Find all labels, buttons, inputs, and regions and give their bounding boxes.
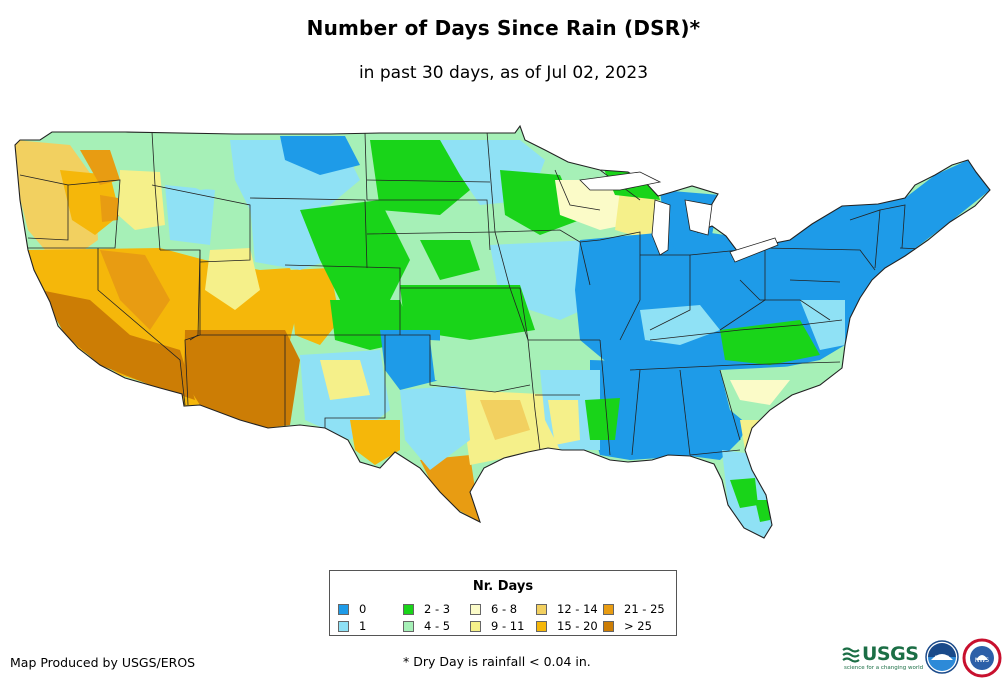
conus-dsr-map [14,125,991,539]
legend-item-1: 1 [338,619,366,633]
legend-item-2: 2 - 3 [403,602,450,616]
legend-label: > 25 [624,619,652,633]
lake-huron [684,199,713,236]
lake-michigan [651,199,671,256]
svg-text:noaa: noaa [935,654,950,661]
legend-swatch [403,603,414,615]
legend-title: Nr. Days [472,579,534,594]
legend-swatch [470,603,481,615]
legend: Nr. Days 0 1 2 - 3 4 - 5 6 - 8 9 - 11 12… [329,570,677,636]
legend-swatch [403,620,414,632]
legend-label: 2 - 3 [424,602,451,616]
legend-item-9: > 25 [603,619,652,633]
svg-text:NWS: NWS [975,657,989,664]
legend-swatch [603,620,614,632]
map-title: Number of Days Since Rain (DSR)* [306,16,701,40]
legend-swatch [536,620,547,632]
legend-label: 6 - 8 [491,602,518,616]
legend-item-4: 6 - 8 [470,602,517,616]
legend-swatch [470,620,481,632]
map-credit: Map Produced by USGS/EROS [10,655,196,670]
legend-label: 0 [359,602,367,616]
legend-label: 15 - 20 [557,619,598,633]
usgs-wave-icon [842,647,860,663]
nws-logo-icon: NWS [962,638,1002,678]
legend-label: 12 - 14 [557,602,598,616]
lake-erie [729,237,779,263]
legend-item-5: 9 - 11 [470,619,524,633]
lake-superior [579,171,662,191]
legend-item-8: 21 - 25 [603,602,665,616]
map-subtitle: in past 30 days, as of Jul 02, 2023 [358,63,649,83]
usgs-wordmark: USGS [862,643,919,665]
legend-label: 1 [359,619,367,633]
legend-item-6: 12 - 14 [536,602,598,616]
usgs-logo: USGS science for a changing world [842,643,923,673]
legend-item-3: 4 - 5 [403,619,450,633]
legend-swatch [338,603,349,615]
legend-item-7: 15 - 20 [536,619,598,633]
legend-label: 9 - 11 [491,619,525,633]
legend-swatch [603,603,614,615]
legend-item-0: 0 [338,602,366,616]
noaa-logo-icon: noaa [925,640,959,674]
legend-swatch [338,620,349,632]
usgs-tagline: science for a changing world [844,665,924,671]
legend-label: 4 - 5 [424,619,451,633]
legend-swatch [536,603,547,615]
dry-day-footnote: * Dry Day is rainfall < 0.04 in. [403,654,591,669]
legend-label: 21 - 25 [624,602,665,616]
